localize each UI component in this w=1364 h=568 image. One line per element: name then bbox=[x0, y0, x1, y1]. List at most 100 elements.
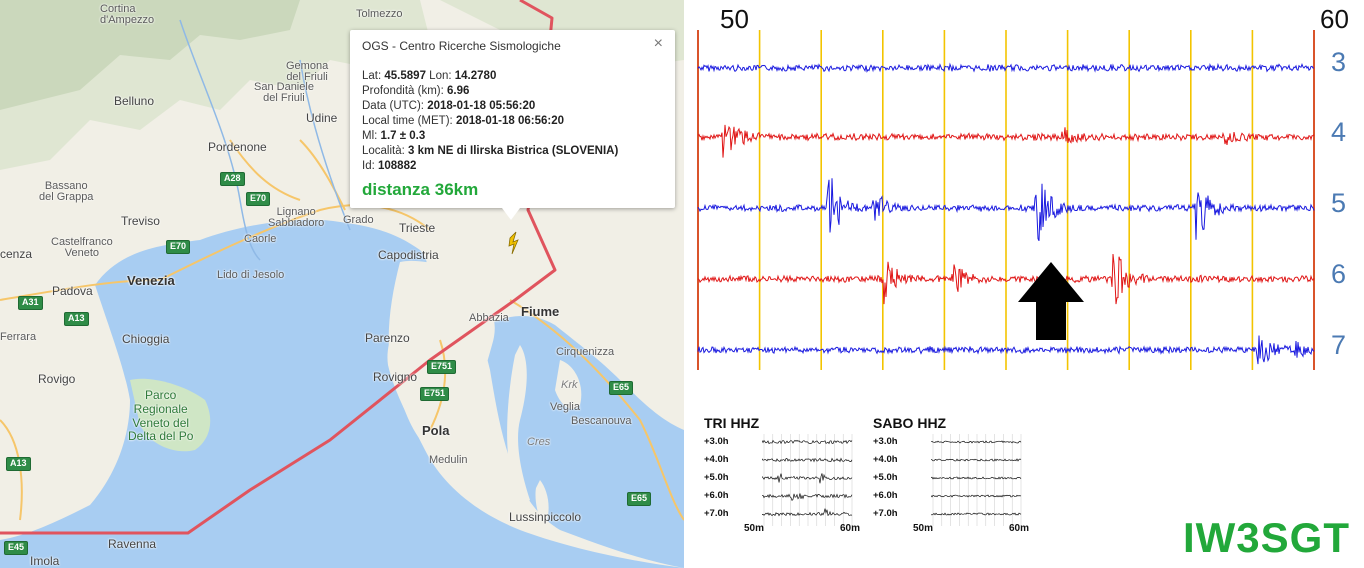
thumbnail-trace bbox=[931, 458, 1022, 462]
place-abbazia: Abbazia bbox=[469, 312, 509, 324]
thumbnail-row-label: +7.0h bbox=[873, 508, 898, 519]
hour-label: 3 bbox=[1330, 47, 1346, 77]
thumbnail-title: TRI HHZ bbox=[704, 415, 760, 431]
thumbnail-row-label: +5.0h bbox=[873, 472, 898, 483]
road-shield: E65 bbox=[627, 492, 652, 506]
thumbnail-trace bbox=[931, 494, 1022, 498]
road-shield: E65 bbox=[609, 381, 634, 395]
seismic-trace bbox=[697, 178, 1315, 242]
place-udine: Udine bbox=[306, 111, 338, 125]
place-medulin: Medulin bbox=[429, 454, 468, 466]
thumbnail-row-label: +6.0h bbox=[704, 490, 729, 501]
thumbnail-sabo-hhz: SABO HHZ +3.0h +4.0h +5.0h +6.0h +7.0h 5… bbox=[873, 412, 1043, 538]
thumbnail-tri-hhz: TRI HHZ +3.0h +4.0h +5.0h +6.0h +7.0h 50… bbox=[704, 412, 874, 538]
road-shield: E751 bbox=[420, 387, 450, 401]
hour-label: 5 bbox=[1330, 188, 1346, 218]
road-shield: E70 bbox=[246, 192, 271, 206]
place-rovigo: Rovigo bbox=[38, 372, 76, 386]
place-lussinpiccolo: Lussinpiccolo bbox=[509, 510, 582, 524]
place-parenzo: Parenzo bbox=[365, 331, 410, 345]
place-vicenza: cenza bbox=[0, 247, 33, 261]
thumbnail-trace bbox=[762, 457, 853, 463]
place-treviso: Treviso bbox=[121, 214, 160, 228]
place-caorle: Caorle bbox=[244, 233, 277, 245]
place-imola: Imola bbox=[30, 554, 60, 568]
road-shield: A31 bbox=[18, 296, 43, 310]
seismic-trace bbox=[697, 62, 1314, 73]
thumbnail-row-label: +5.0h bbox=[704, 472, 729, 483]
thumbnail-row-label: +4.0h bbox=[704, 454, 729, 465]
thumbnail-trace bbox=[931, 440, 1022, 444]
infowindow-title: OGS - Centro Ricerche Sismologiche bbox=[362, 39, 561, 53]
place-pordenone: Pordenone bbox=[208, 140, 267, 154]
id-line: Id: 108882 bbox=[362, 160, 417, 172]
place-parco-delta-po: Parco Regionale Veneto del Delta del Po bbox=[128, 388, 194, 444]
road-shield: A13 bbox=[64, 312, 89, 326]
seismic-trace bbox=[697, 124, 1315, 158]
place-tolmezzo: Tolmezzo bbox=[356, 8, 403, 20]
hour-label: 7 bbox=[1330, 330, 1346, 360]
place-veglia: Veglia bbox=[550, 401, 580, 413]
place-gemona: Gemona del Friuli bbox=[286, 60, 329, 83]
place-cortina: Cortina d'Ampezzo bbox=[100, 3, 155, 26]
place-chioggia: Chioggia bbox=[122, 332, 170, 346]
minute-start-label: 50 bbox=[720, 4, 749, 34]
thumbnail-row-label: +4.0h bbox=[873, 454, 898, 465]
thumbnail-trace bbox=[762, 508, 853, 517]
lon-value: 14.2780 bbox=[454, 70, 497, 82]
thumbnail-trace bbox=[762, 473, 853, 484]
seismic-trace bbox=[697, 253, 1315, 305]
infowindow-tail bbox=[502, 208, 520, 220]
thumbnail-trace bbox=[931, 476, 1022, 480]
place-rovigno: Rovigno bbox=[373, 370, 418, 384]
thumbnail-x-end: 60m bbox=[1009, 523, 1030, 534]
earthquake-marker-icon[interactable] bbox=[508, 231, 519, 255]
thumbnail-title: SABO HHZ bbox=[873, 415, 947, 431]
close-icon[interactable]: × bbox=[653, 35, 663, 52]
lat-value: 45.5897 bbox=[384, 70, 426, 82]
helicorder-panel: 50 60 3 4 5 6 7 bbox=[684, 0, 1364, 400]
seismic-trace bbox=[697, 335, 1315, 365]
thumbnail-row-label: +6.0h bbox=[873, 490, 898, 501]
thumbnail-trace bbox=[762, 439, 853, 445]
place-ferrara: Ferrara bbox=[0, 331, 37, 343]
callsign: IW3SGT bbox=[1182, 514, 1350, 561]
helicorder-plot bbox=[697, 30, 1315, 370]
place-capodistria: Capodistria bbox=[378, 248, 439, 262]
thumbnail-x-start: 50m bbox=[744, 523, 765, 534]
thumbnail-row-label: +3.0h bbox=[873, 436, 898, 447]
thumbnail-trace bbox=[931, 512, 1022, 516]
thumbnail-row-label: +7.0h bbox=[704, 508, 729, 519]
road-shield: E45 bbox=[4, 541, 29, 555]
earthquake-infowindow: OGS - Centro Ricerche Sismologiche × Lat… bbox=[350, 30, 675, 220]
thumbnail-traces bbox=[931, 434, 1022, 526]
place-ravenna: Ravenna bbox=[108, 537, 157, 551]
place-pola: Pola bbox=[422, 423, 450, 438]
map-panel[interactable]: Cortina d'Ampezzo Tolmezzo Gemona del Friu… bbox=[0, 0, 684, 568]
thumbnail-row-label: +3.0h bbox=[704, 436, 729, 447]
place-belluno: Belluno bbox=[114, 94, 155, 108]
thumbnail-traces bbox=[762, 434, 853, 526]
hour-label: 4 bbox=[1330, 117, 1346, 147]
magnitude-line: Ml: 1.7 ± 0.3 bbox=[362, 130, 426, 142]
thumbnail-trace bbox=[762, 493, 853, 502]
utc-line: Data (UTC): 2018-01-18 05:56:20 bbox=[362, 100, 536, 112]
place-lignano: Lignano Sabbiadoro bbox=[268, 206, 325, 229]
distance-label: distanza 36km bbox=[362, 180, 479, 199]
place-cirquenizza: Cirquenizza bbox=[556, 346, 615, 358]
place-venezia: Venezia bbox=[127, 273, 175, 288]
minute-end-label: 60 bbox=[1320, 4, 1349, 34]
hour-label: 6 bbox=[1330, 259, 1346, 289]
locality-line: Località: 3 km NE di Ilirska Bistrica (S… bbox=[362, 145, 619, 157]
depth-line: Profondità (km): 6.96 bbox=[362, 85, 470, 97]
place-fiume: Fiume bbox=[521, 304, 560, 319]
place-trieste: Trieste bbox=[399, 221, 436, 235]
road-shield: E751 bbox=[427, 360, 457, 374]
place-cres: Cres bbox=[527, 436, 551, 448]
place-krk: Krk bbox=[561, 379, 578, 391]
thumbnail-x-end: 60m bbox=[840, 523, 861, 534]
road-shield: A28 bbox=[220, 172, 245, 186]
place-castelfranco: Castelfranco Veneto bbox=[51, 236, 113, 259]
place-san-daniele: San Daniele del Friuli bbox=[254, 81, 314, 104]
